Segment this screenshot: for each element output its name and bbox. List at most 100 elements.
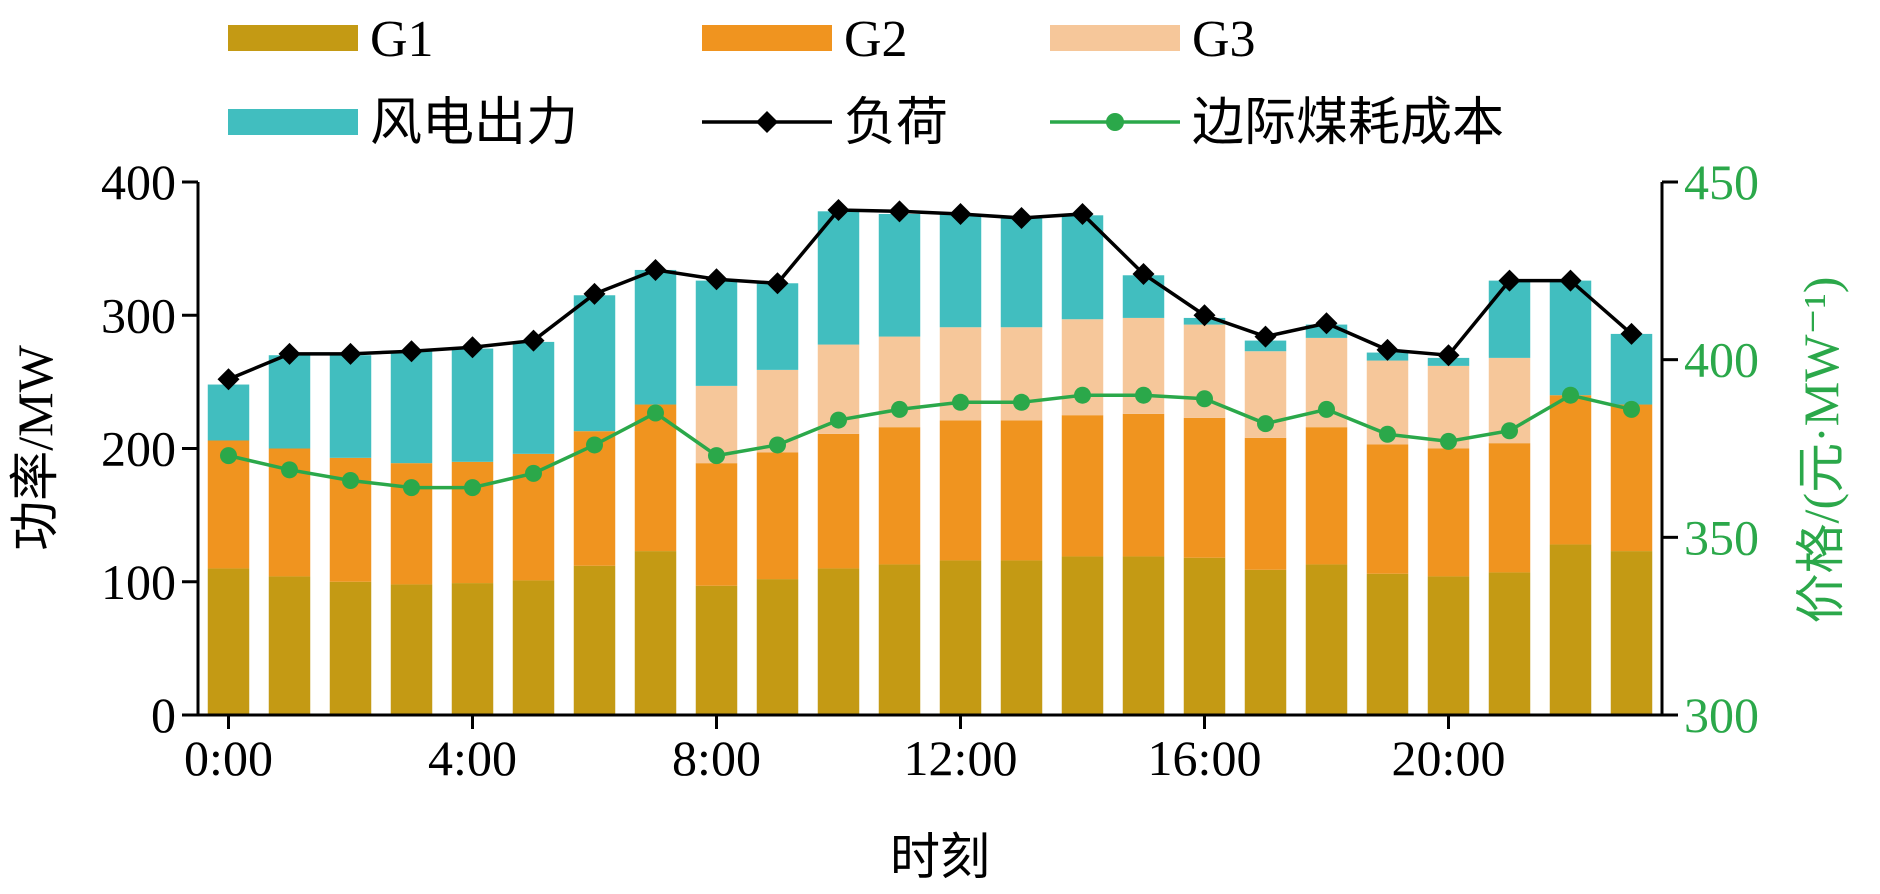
bar-segment-g1-19 [1366,573,1409,715]
x-tick-label: 16:00 [1148,730,1262,786]
cost-point-16 [1196,390,1213,408]
bar-segment-g2-14 [1061,415,1104,557]
y-left-tick-label: 200 [101,421,176,477]
load-point-1 [278,342,301,365]
bar-segment-wind-21 [1488,280,1531,358]
bar-segment-g2-17 [1244,437,1287,570]
bar-segment-g1-6 [573,565,616,715]
y-axis-left-title: 功率/MW [7,344,63,550]
cost-point-2 [342,471,359,489]
legend-label: 负荷 [844,95,948,152]
legend-item-g3: G3 [1050,11,1256,68]
y-right-tick-label: 300 [1684,687,1759,743]
bar-segment-wind-6 [573,295,616,432]
cost-point-20 [1440,432,1457,450]
legend-label: G1 [370,11,434,68]
cost-point-18 [1318,400,1335,418]
bar-segment-g2-21 [1488,443,1531,573]
legend-swatch [1050,25,1180,51]
load-point-15 [1132,262,1155,285]
cost-point-4 [464,479,481,497]
bar-segment-g2-13 [1000,420,1043,561]
y-left-tick-label: 300 [101,287,176,343]
load-point-7 [644,258,667,281]
y-right-tick-label: 350 [1684,509,1759,565]
load-point-10 [827,198,850,221]
bar-segment-g1-9 [756,579,799,715]
bar-segment-g1-11 [878,564,921,715]
cost-point-21 [1501,422,1518,440]
cost-point-23 [1623,400,1640,418]
load-line [227,208,1633,381]
x-tick-label: 20:00 [1392,730,1506,786]
bar-segment-g1-12 [939,560,982,715]
legend-item-cost: 边际煤耗成本 [1050,95,1504,152]
bar-segment-g2-8 [695,463,738,586]
load-point-19 [1376,338,1399,361]
load-point-20 [1437,344,1460,367]
bar-segment-wind-8 [695,280,738,386]
cost-point-5 [525,464,542,482]
bar-segment-wind-7 [634,269,677,405]
line-series [217,198,1643,497]
x-tick-label: 12:00 [904,730,1018,786]
bar-segment-g2-12 [939,420,982,561]
axes: 0 100 200 300 400 300 350 400 450 0:00 4:00 8:00 12:… [101,154,1759,786]
bar-segment-g2-16 [1183,417,1226,558]
legend: G1 G2 G3 风电出力 负荷 边际煤耗成本 [228,11,1504,152]
cost-point-6 [586,436,603,454]
y-left-tick-label: 400 [101,154,176,210]
x-tick-label: 8:00 [672,730,761,786]
cost-point-13 [1013,393,1030,411]
cost-point-10 [830,411,847,429]
bar-stacks [207,211,1653,715]
bar-segment-g1-4 [451,583,494,715]
y-left-tick-label: 0 [151,687,176,743]
bar-segment-g1-22 [1549,544,1592,715]
cost-point-7 [647,404,664,422]
cost-point-22 [1562,386,1579,404]
bar-segment-g2-18 [1305,427,1348,565]
legend-label: 风电出力 [370,95,578,152]
x-tick-label: 4:00 [428,730,517,786]
bar-segment-g1-15 [1122,556,1165,715]
load-point-2 [339,342,362,365]
bar-segment-wind-4 [451,348,494,462]
cost-point-17 [1257,415,1274,433]
bar-segment-wind-2 [329,355,372,458]
legend-marker [1106,113,1124,131]
bar-segment-wind-14 [1061,215,1104,320]
cost-point-9 [769,436,786,454]
bar-segment-g2-23 [1610,404,1653,552]
cost-point-8 [708,447,725,465]
bar-segment-g2-10 [817,433,860,569]
bar-segment-g2-6 [573,431,616,566]
y-axis-right-title: 价格/(元·MW⁻¹) [1793,277,1849,624]
cost-point-1 [281,461,298,479]
bar-segment-g1-1 [268,576,311,715]
load-point-0 [217,368,240,391]
load-point-9 [766,272,789,295]
load-point-23 [1620,322,1643,345]
legend-label: 边际煤耗成本 [1192,95,1504,152]
bar-segment-g1-21 [1488,572,1531,715]
load-point-21 [1498,269,1521,292]
load-point-5 [522,329,545,352]
bar-segment-g1-5 [512,580,555,715]
load-point-17 [1254,325,1277,348]
legend-item-load: 负荷 [702,95,948,152]
legend-label: G2 [844,11,908,68]
bar-segment-wind-0 [207,384,250,441]
load-point-6 [583,282,606,305]
bar-segment-g1-0 [207,568,250,715]
bar-segment-g1-2 [329,581,372,715]
bar-segment-g2-7 [634,404,677,552]
load-point-3 [400,340,423,363]
bar-segment-g1-8 [695,585,738,715]
bar-segment-wind-9 [756,283,799,370]
bar-segment-wind-12 [939,213,982,328]
bar-segment-wind-3 [390,351,433,464]
bar-segment-g1-14 [1061,556,1104,715]
load-point-18 [1315,312,1338,335]
